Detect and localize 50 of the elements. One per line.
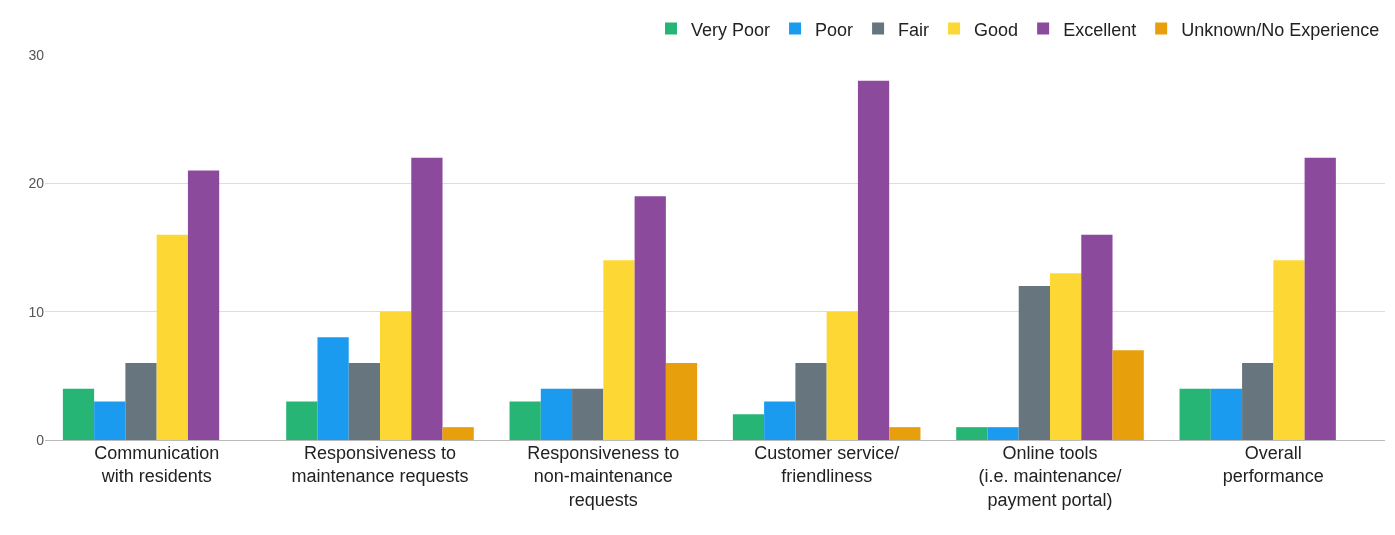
- bar: [572, 388, 604, 440]
- bar: [1081, 234, 1113, 440]
- bar: [509, 401, 541, 440]
- x-tick-label: Responsiveness to maintenance requests: [291, 443, 469, 487]
- legend-label: Poor: [815, 19, 854, 40]
- bar: [380, 311, 412, 440]
- bar: [317, 337, 349, 440]
- legend-label: Excellent: [1063, 19, 1137, 40]
- legend-label: Very Poor: [691, 19, 771, 40]
- x-tick-label: Responsiveness to non-maintenance requests: [527, 443, 680, 510]
- x-tick-label: Customer service/ friendliness: [754, 443, 900, 487]
- bar: [286, 401, 318, 440]
- legend-label: Good: [974, 19, 1019, 40]
- bar: [187, 170, 220, 440]
- bar: [634, 196, 666, 440]
- bar: [1179, 388, 1211, 440]
- bar: [889, 427, 921, 440]
- bar: [987, 427, 1019, 440]
- bar: [1050, 273, 1082, 440]
- y-tick-label: 30: [28, 46, 45, 63]
- bar: [826, 311, 858, 440]
- x-tick-label: Overall performance: [1222, 443, 1324, 487]
- x-tick-label: Online tools (i.e. maintenance/ payment portal): [978, 443, 1122, 510]
- x-tick-label: Communication with residents: [94, 443, 220, 487]
- bar: [1112, 350, 1144, 440]
- bar: [125, 363, 157, 440]
- y-tick-label: 10: [28, 303, 45, 320]
- bar: [956, 427, 988, 440]
- bar: [857, 80, 890, 440]
- bar: [795, 363, 827, 440]
- bar: [665, 363, 698, 440]
- bar: [442, 427, 474, 440]
- legend-label: Fair: [898, 19, 930, 40]
- bar: [603, 260, 635, 440]
- bar: [411, 157, 443, 440]
- bar: [1018, 286, 1050, 440]
- bar: [1210, 388, 1243, 440]
- y-tick-label: 20: [28, 175, 45, 192]
- y-tick-label: 0: [36, 431, 45, 448]
- bar: [62, 388, 95, 440]
- bar: [732, 414, 765, 440]
- bar: [540, 388, 573, 440]
- bar: [764, 401, 796, 440]
- bar: [94, 401, 126, 440]
- bar: [1304, 157, 1336, 440]
- bar: [156, 234, 188, 440]
- bar: [1242, 363, 1274, 440]
- bar: [1273, 260, 1305, 440]
- legend-label: Unknown/No Experience: [1181, 19, 1380, 40]
- bar: [348, 363, 380, 440]
